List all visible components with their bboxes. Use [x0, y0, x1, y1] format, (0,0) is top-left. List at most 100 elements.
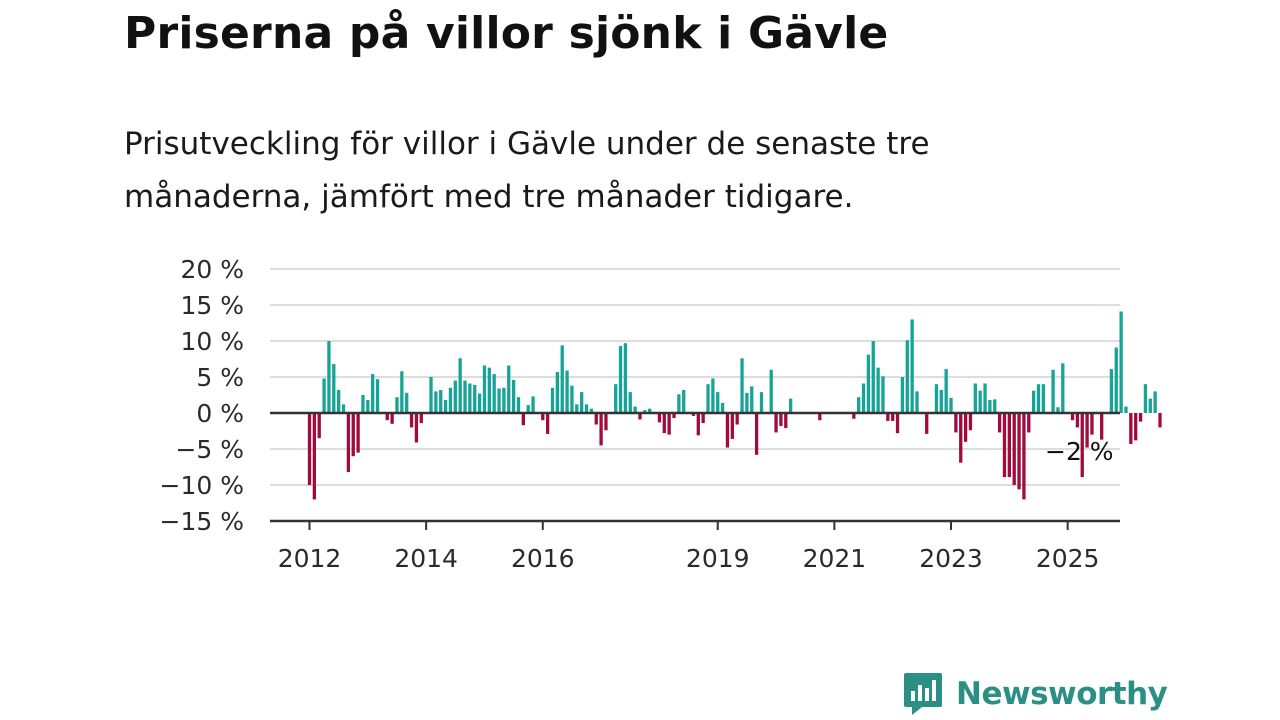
bar: [886, 413, 890, 421]
bar: [623, 343, 628, 413]
x-tick-label: 2025: [1036, 544, 1100, 573]
bar: [521, 413, 525, 426]
bar: [1017, 413, 1021, 490]
bar: [1158, 413, 1162, 428]
bar: [881, 376, 885, 413]
last-value-annotation: −2 %: [1045, 437, 1114, 466]
gridlines: [270, 268, 1120, 486]
bar: [395, 397, 399, 413]
bar: [915, 391, 919, 413]
bar: [526, 405, 530, 413]
bar: [672, 413, 676, 419]
bar: [580, 392, 584, 413]
bar: [409, 413, 414, 428]
y-tick-label: −10 %: [160, 471, 244, 500]
bar: [706, 384, 710, 413]
bar: [317, 413, 321, 439]
bar: [818, 413, 822, 421]
bar: [638, 413, 642, 420]
bar: [983, 383, 987, 413]
bar: [589, 408, 594, 413]
bar: [662, 413, 666, 434]
bar: [346, 413, 351, 473]
bar: [1153, 391, 1157, 413]
x-tick-label: 2016: [511, 544, 575, 573]
bar: [750, 386, 754, 413]
bar: [1022, 413, 1026, 500]
bar: [900, 377, 905, 413]
bar: [1134, 413, 1138, 441]
bar: [1031, 390, 1036, 413]
bar: [1036, 384, 1041, 413]
bar: [861, 383, 866, 413]
bar: [925, 413, 929, 434]
x-tick-label: 2023: [919, 544, 983, 573]
bar: [429, 377, 433, 413]
bar: [968, 413, 973, 431]
bar: [614, 384, 618, 413]
bar: [852, 413, 856, 419]
axes: [270, 411, 1120, 523]
brand-name: Newsworthy: [956, 676, 1168, 712]
bar: [545, 413, 550, 434]
bar: [448, 387, 453, 413]
bar: [774, 413, 778, 433]
x-tick-label: 2019: [686, 544, 750, 573]
bar: [725, 413, 730, 448]
bar: [1138, 413, 1143, 422]
bar: [1012, 413, 1016, 485]
bar: [1051, 369, 1055, 413]
chart-subtitle: Prisutveckling för villor i Gävle under …: [124, 126, 930, 215]
bar: [628, 392, 632, 413]
bar: [414, 413, 419, 443]
bar: [1075, 413, 1080, 428]
bar: [997, 413, 1002, 433]
bar: [696, 413, 700, 436]
y-tick-label: 10 %: [180, 327, 244, 356]
bar: [1100, 413, 1104, 440]
bar: [643, 410, 647, 413]
bar: [307, 413, 312, 485]
bar: [560, 345, 564, 413]
y-tick-label: 0 %: [196, 399, 244, 428]
bar: [895, 413, 900, 434]
bar: [711, 378, 715, 413]
bar: [949, 397, 953, 413]
bar: [866, 354, 871, 413]
bar: [1061, 363, 1065, 413]
bar: [507, 365, 511, 413]
bar: [361, 395, 365, 413]
bar: [716, 392, 720, 413]
y-tick-label: 20 %: [180, 255, 244, 284]
bar: [366, 400, 370, 413]
bar: [1090, 413, 1094, 435]
bar: [759, 392, 764, 413]
bar: [784, 413, 788, 429]
bar: [1027, 413, 1031, 433]
bar: [332, 364, 336, 413]
bar: [1056, 407, 1060, 413]
bar: [1114, 347, 1118, 413]
bar: [322, 378, 326, 413]
bar: [779, 413, 783, 426]
bar: [473, 384, 477, 413]
bar: [633, 406, 637, 413]
bar: [1119, 311, 1123, 413]
bar: [944, 369, 948, 413]
bar: [356, 413, 360, 453]
y-tick-label: 15 %: [180, 291, 244, 320]
bar: [740, 358, 744, 413]
x-tick-label: 2014: [394, 544, 458, 573]
bar: [857, 397, 861, 413]
bar: [1124, 406, 1128, 413]
bar: [594, 413, 598, 425]
bars: [307, 311, 1162, 500]
bar: [400, 371, 404, 413]
bar: [1148, 398, 1152, 413]
bar: [754, 413, 759, 455]
bar: [565, 370, 569, 413]
bar: [657, 413, 662, 423]
bar-chart: 20 %15 %10 %5 %0 %−5 %−10 %−15 % 2012 201…: [160, 255, 1162, 573]
bar: [337, 389, 341, 413]
bar: [385, 413, 389, 421]
